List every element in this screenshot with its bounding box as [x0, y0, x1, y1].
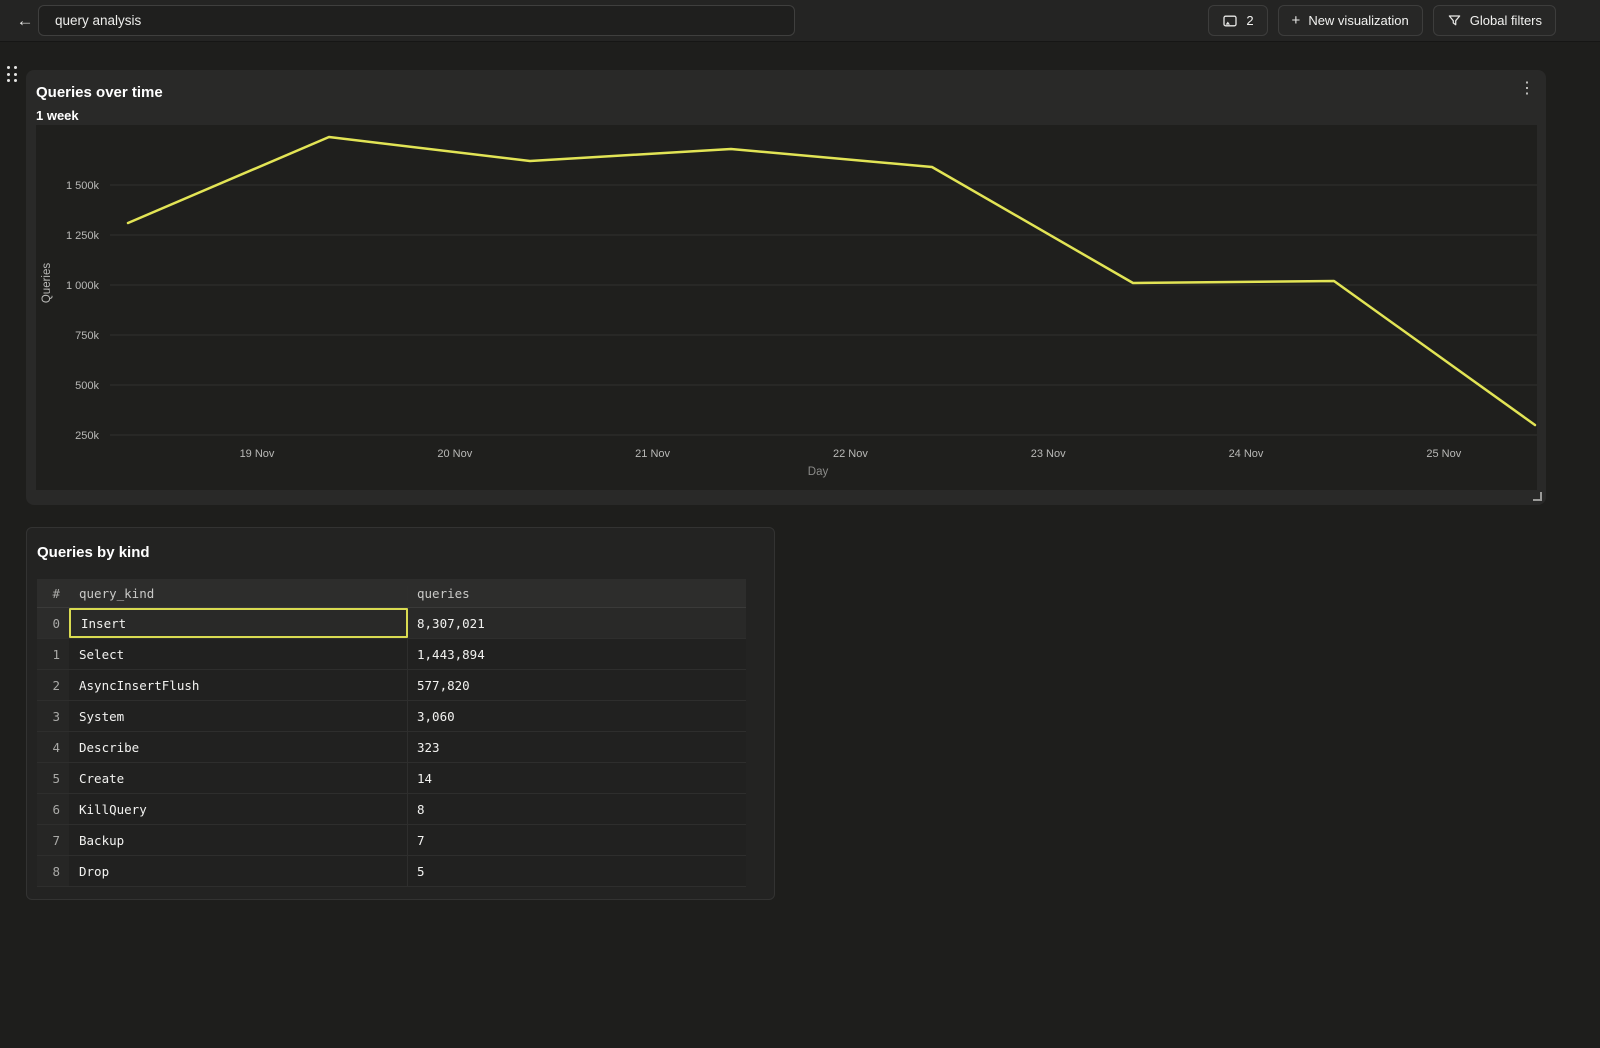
table-header-row: # query_kind queries	[37, 579, 746, 608]
queries-by-kind-panel: Queries by kind # query_kind queries 0 Inser…	[26, 527, 775, 900]
svg-text:750k: 750k	[75, 330, 99, 342]
kebab-menu-icon[interactable]: ⋮	[1516, 78, 1538, 100]
new-visualization-label: New visualization	[1308, 13, 1409, 28]
global-filters-label: Global filters	[1469, 13, 1542, 28]
topbar-actions: 2 + New visualization Global filters	[1208, 5, 1556, 36]
queries-over-time-chart[interactable]: 250k 500k 750k 1 000k 1 250k 1 500k Queries 19 …	[36, 125, 1537, 490]
svg-text:500k: 500k	[75, 380, 99, 392]
query-kind-cell[interactable]: AsyncInsertFlush	[69, 670, 408, 700]
queries-count-cell[interactable]: 8,307,021	[417, 615, 485, 631]
svg-text:22 Nov: 22 Nov	[833, 448, 868, 460]
chart-panel-title: Queries over time	[36, 84, 163, 101]
svg-text:Day: Day	[808, 466, 829, 478]
column-header-index: #	[52, 585, 60, 601]
table-row: 5 Create 14	[37, 763, 746, 794]
back-button[interactable]: ←	[12, 9, 38, 33]
query-kind-cell[interactable]: System	[69, 701, 408, 731]
table-row: 3 System 3,060	[37, 701, 746, 732]
svg-text:250k: 250k	[75, 430, 99, 442]
table-row: 0 Insert 8,307,021	[37, 608, 746, 639]
grip-dot	[13, 66, 17, 69]
grip-dot	[7, 79, 10, 82]
svg-text:24 Nov: 24 Nov	[1229, 448, 1264, 460]
plus-icon: +	[1291, 12, 1301, 29]
column-header-query_kind: query_kind	[69, 585, 408, 601]
row-index-cell[interactable]: 0	[37, 608, 69, 638]
row-index-cell[interactable]: 2	[37, 670, 69, 700]
svg-text:20 Nov: 20 Nov	[437, 448, 472, 460]
grip-dot	[13, 79, 17, 82]
query-kind-cell[interactable]: Select	[69, 639, 408, 669]
svg-text:1 500k: 1 500k	[66, 180, 100, 192]
queries-count-cell[interactable]: 3,060	[417, 708, 455, 724]
table-row: 6 KillQuery 8	[37, 794, 746, 825]
row-index-cell[interactable]: 8	[37, 856, 69, 886]
new-visualization-button[interactable]: + New visualization	[1277, 5, 1423, 36]
line-chart-svg: 250k 500k 750k 1 000k 1 250k 1 500k Queries 19 …	[41, 135, 1537, 478]
visualizations-count-button[interactable]: 2	[1208, 5, 1268, 36]
dashboard-title-input[interactable]	[38, 5, 795, 36]
svg-text:23 Nov: 23 Nov	[1031, 448, 1066, 460]
row-index-cell[interactable]: 3	[37, 701, 69, 731]
svg-text:Queries: Queries	[41, 263, 53, 304]
top-bar: ← 2 + New visualization Global filters	[0, 0, 1600, 42]
row-index-cell[interactable]: 7	[37, 825, 69, 855]
queries-count-cell[interactable]: 7	[417, 832, 425, 848]
query-kind-cell[interactable]: Backup	[69, 825, 408, 855]
corner-resize-icon[interactable]	[1533, 492, 1542, 501]
table-row: 4 Describe 323	[37, 732, 746, 763]
queries-count-cell[interactable]: 8	[417, 801, 425, 817]
queries-count-cell[interactable]: 5	[417, 863, 425, 879]
query-kind-cell[interactable]: Describe	[69, 732, 408, 762]
row-index-cell[interactable]: 6	[37, 794, 69, 824]
table-row: 2 AsyncInsertFlush 577,820	[37, 670, 746, 701]
funnel-icon	[1447, 13, 1462, 28]
queries-over-time-panel: Queries over time 1 week ⋮ 250k 500k 750k 1…	[26, 70, 1546, 505]
query-kind-cell[interactable]: Create	[69, 763, 408, 793]
svg-text:21 Nov: 21 Nov	[635, 448, 670, 460]
table-panel-title: Queries by kind	[37, 544, 150, 561]
grip-dot	[13, 72, 17, 76]
queries-count-cell[interactable]: 14	[417, 770, 433, 786]
row-index-cell[interactable]: 1	[37, 639, 69, 669]
svg-text:19 Nov: 19 Nov	[240, 448, 275, 460]
row-index-cell[interactable]: 5	[37, 763, 69, 793]
grip-dot	[7, 72, 10, 76]
svg-text:1 250k: 1 250k	[66, 230, 100, 242]
queries-count-cell[interactable]: 323	[417, 739, 440, 755]
drag-handle[interactable]	[7, 66, 21, 84]
queries-count-cell[interactable]: 577,820	[417, 677, 470, 693]
global-filters-button[interactable]: Global filters	[1432, 5, 1556, 36]
query-kind-cell[interactable]: Drop	[69, 856, 408, 886]
visualizations-count: 2	[1246, 13, 1254, 28]
queries-count-cell[interactable]: 1,443,894	[417, 646, 485, 662]
table-row: 8 Drop 5	[37, 856, 746, 887]
results-table: # query_kind queries 0 Insert 8,307,021 1 Selec…	[37, 579, 746, 887]
svg-text:1 000k: 1 000k	[66, 280, 100, 292]
grip-dot	[7, 66, 10, 69]
row-index-cell[interactable]: 4	[37, 732, 69, 762]
query-kind-cell[interactable]: KillQuery	[69, 794, 408, 824]
table-row: 1 Select 1,443,894	[37, 639, 746, 670]
panel-window-icon	[1222, 13, 1238, 29]
svg-text:25 Nov: 25 Nov	[1426, 448, 1461, 460]
chart-panel-subtitle: 1 week	[36, 108, 79, 123]
column-header-queries: queries	[417, 585, 470, 601]
query-kind-cell[interactable]: Insert	[69, 608, 408, 638]
table-row: 7 Backup 7	[37, 825, 746, 856]
